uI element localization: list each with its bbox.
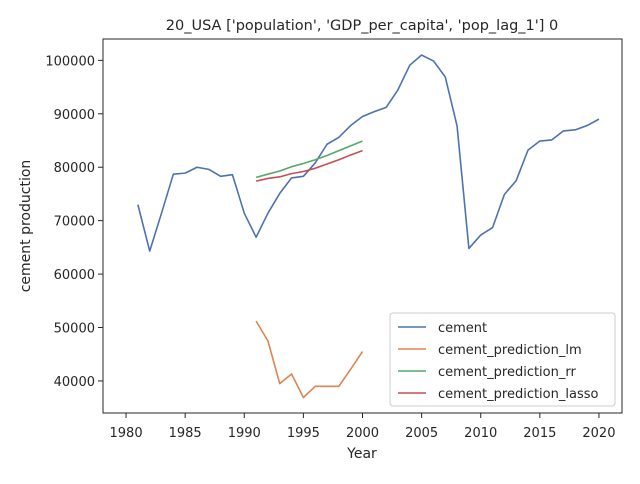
- series-line-cement-prediction-lm: [255, 320, 364, 399]
- legend-label: cement_prediction_lm: [438, 343, 582, 358]
- y-tick-label: 90000: [54, 108, 95, 123]
- x-tick-label: 2010: [464, 426, 497, 441]
- x-tick-label: 1995: [287, 426, 320, 441]
- x-axis-label: Year: [346, 446, 377, 462]
- legend: cement cement_prediction_lm cement_predict…: [389, 312, 616, 407]
- y-tick-label: 100000: [45, 54, 95, 69]
- y-tick-label: 80000: [54, 161, 95, 176]
- y-tick-label: 40000: [54, 375, 95, 390]
- y-tick-label: 50000: [54, 322, 95, 337]
- legend-box: [389, 312, 616, 407]
- x-tick-label: 1990: [228, 426, 261, 441]
- x-tick-label: 2000: [346, 426, 379, 441]
- chart-title: 20_USA ['population', 'GDP_per_capita', …: [166, 18, 559, 34]
- plot-frame: [102, 38, 623, 414]
- series-line-cement-prediction-lasso: [255, 149, 363, 182]
- x-tick-label: 1980: [110, 426, 143, 441]
- y-axis-label: cement production: [18, 160, 34, 293]
- x-tick-label: 2005: [405, 426, 438, 441]
- x-tick-label: 2020: [582, 426, 615, 441]
- series-line-cement: [137, 54, 600, 252]
- series-line-cement-prediction-rr: [255, 140, 363, 179]
- y-tick-label: 70000: [54, 215, 95, 230]
- legend-label: cement_prediction_lasso: [438, 387, 598, 402]
- x-tick-label: 1985: [169, 426, 202, 441]
- x-axis-ticks: 1980 1985 1990 1995 2000 2005 2010 2015 2020: [110, 413, 615, 441]
- legend-label: cement_prediction_rr: [438, 365, 576, 380]
- y-tick-label: 60000: [54, 268, 95, 283]
- legend-label: cement: [438, 321, 487, 336]
- series-lines: [137, 54, 600, 399]
- x-tick-label: 2015: [523, 426, 556, 441]
- y-axis-ticks: 40000 50000 60000 70000 80000 90000 100000: [45, 54, 103, 390]
